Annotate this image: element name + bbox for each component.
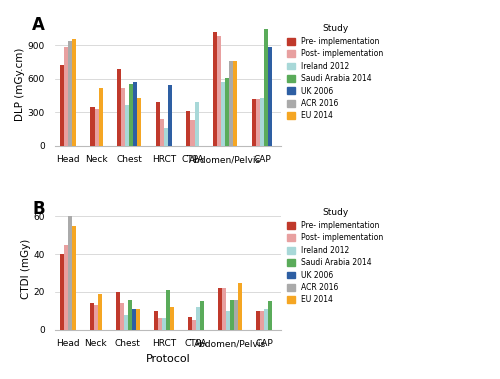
Bar (98, 88, 102, 146)
Bar (222, 288, 226, 330)
Bar (60, 65, 64, 146)
Bar (90, 106, 94, 146)
Bar (60, 254, 64, 330)
Bar (94, 109, 98, 146)
Y-axis label: CTDI (mGy): CTDI (mGy) (21, 238, 31, 299)
Bar (194, 102, 198, 146)
Bar (64, 47, 68, 146)
Bar (166, 290, 170, 330)
X-axis label: Protocol: Protocol (146, 354, 190, 364)
Bar (120, 303, 124, 330)
Bar (225, 78, 230, 146)
Bar (94, 305, 98, 330)
Bar (252, 99, 256, 146)
Bar (264, 309, 268, 330)
Bar (168, 85, 172, 146)
Bar (160, 119, 164, 146)
Bar (156, 102, 160, 146)
Bar (128, 299, 132, 330)
Legend: Pre- implementation, Post- implementation, Ireland 2012, Saudi Arabia 2014, UK 2: Pre- implementation, Post- implementatio… (288, 24, 384, 121)
Bar (230, 299, 234, 330)
Bar (136, 309, 140, 330)
Bar (121, 88, 125, 146)
Text: B: B (32, 200, 44, 218)
Bar (234, 61, 237, 146)
Bar (226, 311, 230, 330)
Bar (217, 36, 221, 146)
Bar (200, 301, 204, 330)
Bar (218, 288, 222, 330)
Bar (221, 82, 225, 146)
Bar (154, 311, 158, 330)
Legend: Pre- implementation, Post- implementation, Ireland 2012, Saudi Arabia 2014, UK 2: Pre- implementation, Post- implementatio… (288, 208, 384, 304)
Bar (134, 82, 138, 146)
Text: A: A (32, 16, 45, 34)
Bar (72, 39, 76, 146)
Bar (238, 282, 242, 330)
Bar (68, 216, 72, 330)
Bar (192, 320, 196, 330)
Bar (64, 245, 68, 330)
Bar (186, 111, 190, 146)
Bar (68, 41, 72, 146)
Bar (138, 98, 141, 146)
Bar (162, 318, 166, 330)
Bar (190, 120, 194, 146)
Bar (268, 301, 272, 330)
Bar (234, 299, 238, 330)
Bar (117, 69, 121, 146)
Bar (158, 318, 162, 330)
Bar (164, 128, 168, 146)
Bar (90, 303, 94, 330)
Bar (98, 294, 102, 330)
Bar (230, 61, 234, 146)
Bar (268, 47, 272, 146)
Bar (170, 307, 174, 330)
Bar (125, 105, 129, 146)
Bar (196, 307, 200, 330)
Bar (264, 28, 268, 146)
Bar (129, 84, 134, 146)
Bar (260, 311, 264, 330)
Bar (260, 98, 264, 146)
Bar (213, 32, 217, 146)
Y-axis label: DLP (mGy.cm): DLP (mGy.cm) (15, 48, 25, 121)
Bar (124, 315, 128, 330)
Bar (256, 311, 260, 330)
Bar (132, 309, 136, 330)
Bar (188, 316, 192, 330)
Bar (72, 226, 76, 330)
Bar (256, 99, 260, 146)
Bar (116, 292, 120, 330)
